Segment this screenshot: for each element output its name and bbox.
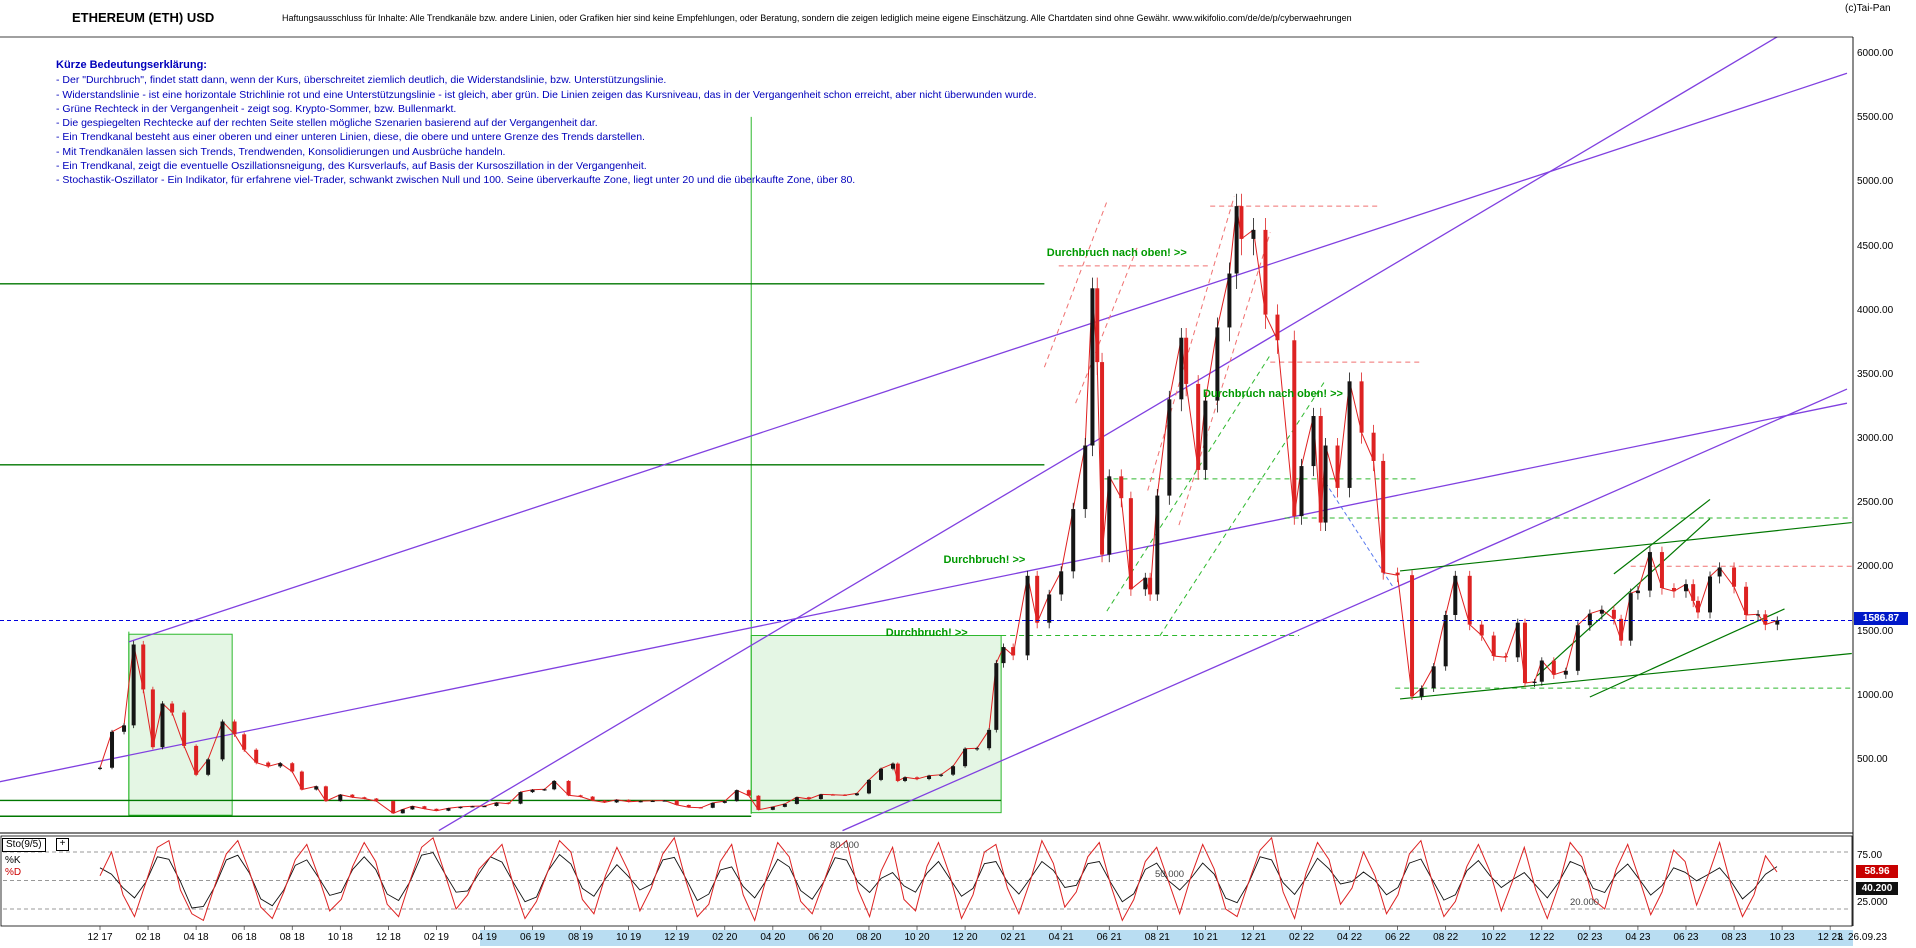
y-axis-label: 2000.00 — [1857, 561, 1894, 573]
x-axis-label: 04 19 — [471, 932, 497, 943]
legend-line: - Widerstandslinie - ist eine horizontal… — [56, 88, 1037, 101]
x-axis-label-last-date: 26.09.23 — [1848, 932, 1887, 943]
x-axis-label: 02 19 — [423, 932, 449, 943]
x-axis-label: 12 18 — [375, 932, 401, 943]
chart-annotation: Durchbruch nach oben! >> — [1202, 388, 1343, 401]
legend-line: - Ein Trendkanal, zeigt die eventuelle O… — [56, 160, 647, 173]
x-axis-label: 08 21 — [1144, 932, 1170, 943]
x-axis-label: 06 23 — [1673, 932, 1699, 943]
y-axis-label: 1500.00 — [1857, 625, 1894, 637]
x-axis-label: 12 20 — [952, 932, 978, 943]
x-axis-label: 12 21 — [1240, 932, 1266, 943]
y-axis-label: 5000.00 — [1857, 176, 1894, 188]
x-axis-label: 04 21 — [1048, 932, 1074, 943]
oscillator-k-value-badge: 58.96 — [1856, 865, 1898, 878]
x-axis-label: 06 20 — [808, 932, 834, 943]
x-axis-label-scale-type: L — [1838, 932, 1844, 943]
x-axis-label: 08 19 — [568, 932, 594, 943]
legend-line: - Mit Trendkanälen lassen sich Trends, T… — [56, 145, 506, 158]
legend-line: - Grüne Rechteck in der Vergangenheit - … — [56, 102, 457, 115]
instrument-title: ETHEREUM (ETH) USD — [72, 10, 215, 25]
oscillator-k-label: %K — [5, 855, 21, 866]
stochastic-indicator-button[interactable]: Sto(9/5) — [2, 838, 46, 852]
x-axis-label: 04 23 — [1625, 932, 1651, 943]
x-axis-label: 02 18 — [135, 932, 161, 943]
x-axis-label: 08 23 — [1721, 932, 1747, 943]
oscillator-d-label: %D — [5, 867, 22, 878]
indicator-add-button[interactable]: + — [56, 838, 69, 851]
x-axis-label: 10 20 — [904, 932, 930, 943]
x-axis-label: 10 23 — [1769, 932, 1795, 943]
timeline-scrollbar[interactable] — [480, 930, 1853, 946]
chart-annotation: Durchbruch! >> — [885, 627, 968, 640]
x-axis-label: 12 17 — [87, 932, 113, 943]
x-axis-label: 08 20 — [856, 932, 882, 943]
y-axis-label: 1000.00 — [1857, 689, 1894, 701]
legend-heading: Kürze Bedeutungserklärung: — [56, 59, 207, 71]
x-axis-label: 06 22 — [1385, 932, 1411, 943]
y-axis-label: 4500.00 — [1857, 240, 1894, 252]
x-axis-label: 04 22 — [1337, 932, 1363, 943]
legend-lines: - Der "Durchbruch", findet statt dann, w… — [56, 73, 1037, 187]
chart-annotation: Durchbruch! >> — [943, 554, 1026, 567]
x-axis-label: 06 19 — [520, 932, 546, 943]
x-axis-label: 12 19 — [664, 932, 690, 943]
copyright-label: (c)Tai-Pan — [1845, 3, 1891, 14]
x-axis-label: 02 21 — [1000, 932, 1026, 943]
oscillator-level-label: 20.000 — [1570, 897, 1600, 908]
x-axis-label: 02 20 — [712, 932, 738, 943]
oscillator-scale-25: 25.000 — [1857, 897, 1888, 908]
x-axis-label: 02 23 — [1577, 932, 1603, 943]
legend-line: - Stochastik-Oszillator - Ein Indikator,… — [56, 174, 856, 187]
disclaimer-text: Haftungsausschluss für Inhalte: Alle Tre… — [282, 13, 1352, 23]
y-axis-label: 4000.00 — [1857, 304, 1894, 316]
y-axis-label: 2500.00 — [1857, 497, 1894, 509]
legend-line: - Die gespiegelten Rechtecke auf der rec… — [56, 117, 598, 130]
x-axis-label: 10 21 — [1192, 932, 1218, 943]
x-axis-label: 04 18 — [183, 932, 209, 943]
x-axis-label: 08 22 — [1433, 932, 1459, 943]
x-axis-label: 10 19 — [616, 932, 642, 943]
oscillator-level-label: 50.000 — [1155, 868, 1185, 880]
last-price-badge: 1586.87 — [1854, 612, 1908, 625]
y-axis-label: 5500.00 — [1857, 112, 1894, 124]
x-axis-label: 04 20 — [760, 932, 786, 943]
oscillator-scale-75: 75.00 — [1857, 850, 1883, 861]
oscillator-level-label: 80.000 — [830, 840, 860, 851]
x-axis-label: 10 22 — [1481, 932, 1507, 943]
y-axis-label: 3000.00 — [1857, 433, 1894, 445]
y-axis-label: 500.00 — [1857, 754, 1888, 766]
x-axis-label: 12 23 — [1817, 932, 1843, 943]
y-axis-label: 6000.00 — [1857, 48, 1894, 60]
legend-line: - Ein Trendkanal besteht aus einer obere… — [56, 131, 645, 144]
legend-block: Kürze Bedeutungserklärung: - Der "Durchb… — [56, 58, 1037, 188]
oscillator-d-value-badge: 40.200 — [1856, 882, 1898, 895]
x-axis-label: 06 21 — [1096, 932, 1122, 943]
x-axis-label: 06 18 — [231, 932, 257, 943]
x-axis-label: 12 22 — [1529, 932, 1555, 943]
chart-annotation: Durchbruch nach oben! >> — [1046, 247, 1187, 260]
x-axis-label: 08 18 — [279, 932, 305, 943]
x-axis-label: 02 22 — [1288, 932, 1315, 943]
x-axis-label: 10 18 — [327, 932, 353, 943]
y-axis-label: 3500.00 — [1857, 368, 1894, 380]
legend-line: - Der "Durchbruch", findet statt dann, w… — [56, 74, 667, 87]
